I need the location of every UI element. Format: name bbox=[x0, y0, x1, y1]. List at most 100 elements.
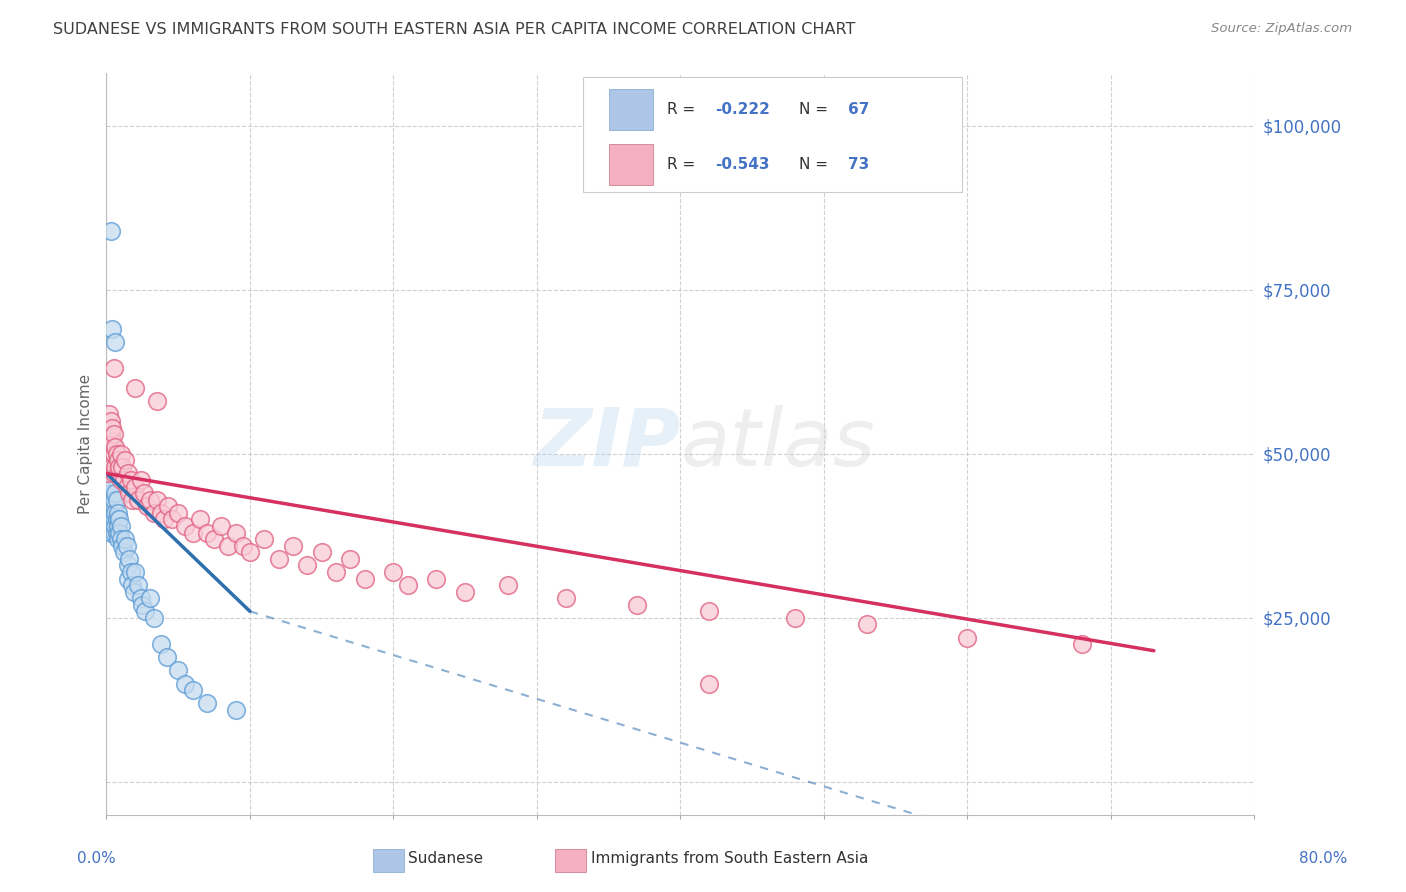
Point bbox=[496, 578, 519, 592]
Point bbox=[396, 578, 419, 592]
Point bbox=[115, 539, 138, 553]
Point bbox=[626, 598, 648, 612]
Point bbox=[956, 631, 979, 645]
Point bbox=[145, 492, 167, 507]
Point bbox=[104, 506, 127, 520]
Point bbox=[209, 519, 232, 533]
Point bbox=[108, 459, 131, 474]
Point bbox=[785, 611, 807, 625]
Point bbox=[114, 532, 136, 546]
Y-axis label: Per Capita Income: Per Capita Income bbox=[79, 374, 93, 514]
Point bbox=[188, 512, 211, 526]
Point bbox=[105, 525, 128, 540]
Point bbox=[122, 584, 145, 599]
Point bbox=[121, 578, 143, 592]
Point bbox=[115, 480, 138, 494]
FancyBboxPatch shape bbox=[609, 144, 652, 185]
Point bbox=[353, 572, 375, 586]
Point bbox=[134, 604, 156, 618]
Text: Source: ZipAtlas.com: Source: ZipAtlas.com bbox=[1212, 22, 1353, 36]
Point bbox=[120, 565, 142, 579]
Point bbox=[103, 467, 125, 481]
Point bbox=[1071, 637, 1094, 651]
Point bbox=[225, 525, 247, 540]
Point bbox=[97, 447, 120, 461]
Point bbox=[697, 676, 720, 690]
Text: N =: N = bbox=[799, 157, 832, 172]
Point bbox=[104, 459, 127, 474]
Point bbox=[127, 492, 149, 507]
Text: -0.222: -0.222 bbox=[714, 102, 769, 117]
Point bbox=[101, 506, 124, 520]
Point bbox=[117, 467, 139, 481]
Point bbox=[138, 492, 160, 507]
Text: 67: 67 bbox=[848, 102, 869, 117]
Point bbox=[114, 453, 136, 467]
Point bbox=[311, 545, 333, 559]
Point bbox=[131, 598, 153, 612]
Point bbox=[156, 650, 179, 665]
Point bbox=[157, 500, 180, 514]
Point bbox=[112, 545, 135, 559]
Point bbox=[120, 473, 142, 487]
Text: R =: R = bbox=[666, 157, 700, 172]
Point bbox=[129, 473, 152, 487]
Point bbox=[98, 506, 121, 520]
Point bbox=[232, 539, 254, 553]
Point bbox=[107, 453, 129, 467]
Text: R =: R = bbox=[666, 102, 700, 117]
Point bbox=[103, 500, 125, 514]
Point bbox=[97, 447, 120, 461]
Point bbox=[100, 427, 122, 442]
Point bbox=[101, 486, 124, 500]
Text: Sudanese: Sudanese bbox=[408, 851, 482, 865]
Point bbox=[174, 676, 197, 690]
Point bbox=[118, 486, 141, 500]
Point bbox=[181, 525, 204, 540]
Point bbox=[174, 519, 197, 533]
FancyBboxPatch shape bbox=[583, 77, 962, 192]
Point bbox=[325, 565, 347, 579]
Point bbox=[167, 664, 190, 678]
Point bbox=[98, 434, 121, 448]
Point bbox=[101, 434, 124, 448]
Point bbox=[98, 486, 121, 500]
Point bbox=[110, 519, 132, 533]
Text: 0.0%: 0.0% bbox=[77, 851, 117, 865]
Point bbox=[297, 558, 319, 573]
Point bbox=[110, 532, 132, 546]
Point bbox=[181, 683, 204, 698]
Point bbox=[103, 492, 125, 507]
Point bbox=[97, 500, 120, 514]
Point bbox=[253, 532, 276, 546]
Point bbox=[217, 539, 239, 553]
Point bbox=[107, 532, 129, 546]
Point bbox=[129, 591, 152, 606]
Point bbox=[103, 361, 125, 376]
Point bbox=[454, 584, 477, 599]
Point bbox=[98, 459, 121, 474]
Point bbox=[108, 512, 131, 526]
Point bbox=[100, 467, 122, 481]
Point bbox=[100, 525, 122, 540]
Point bbox=[132, 486, 155, 500]
Point bbox=[103, 525, 125, 540]
Point bbox=[110, 473, 132, 487]
Point bbox=[101, 519, 124, 533]
Point bbox=[103, 447, 125, 461]
Point bbox=[117, 572, 139, 586]
Point bbox=[105, 492, 128, 507]
Point bbox=[98, 473, 121, 487]
Text: ZIP: ZIP bbox=[533, 405, 681, 483]
Point bbox=[101, 322, 124, 336]
Point bbox=[118, 551, 141, 566]
Point bbox=[100, 492, 122, 507]
Point bbox=[150, 506, 173, 520]
Point bbox=[138, 591, 160, 606]
Point bbox=[104, 440, 127, 454]
Point bbox=[162, 512, 184, 526]
Point bbox=[111, 459, 134, 474]
Point bbox=[97, 459, 120, 474]
Point bbox=[100, 473, 122, 487]
Point bbox=[195, 696, 218, 710]
